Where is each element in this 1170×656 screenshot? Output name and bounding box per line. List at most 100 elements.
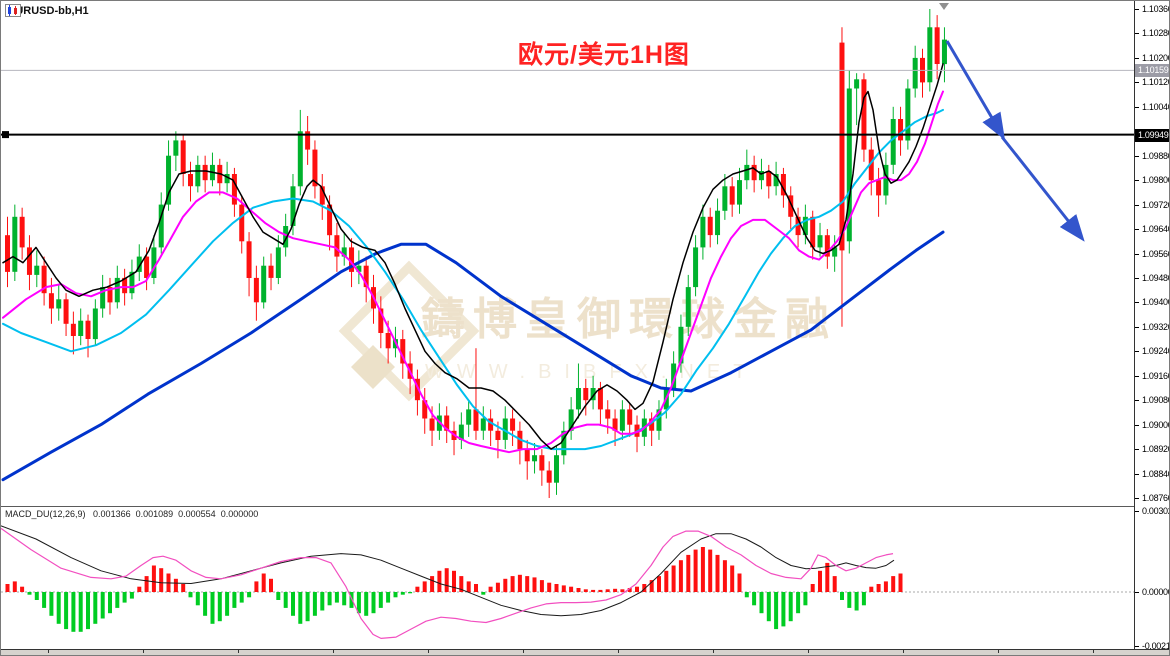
- candle-body: [166, 155, 172, 205]
- candle-body: [5, 235, 10, 272]
- forecast-arrow[interactable]: [1000, 136, 1085, 242]
- candle-body: [773, 174, 779, 187]
- candle-body: [297, 131, 303, 187]
- price-tick-label: 1.08920: [1142, 444, 1170, 454]
- macd-histogram-bar: [159, 568, 164, 592]
- macd-histogram-bar: [349, 592, 354, 608]
- macd-histogram-bar: [137, 586, 142, 592]
- candle-body: [85, 320, 91, 339]
- candle-body: [876, 180, 882, 196]
- price-axis[interactable]: 1.10360 1.10280 1.10200 1.10120 1.10040 1.098…: [1134, 1, 1170, 651]
- ma-medium-cyan: [2, 108, 944, 451]
- macd-indicator-panel[interactable]: [1, 507, 1134, 649]
- macd-axis-label: 0.003029: [1142, 506, 1169, 516]
- price-tick-label: 1.10280: [1142, 28, 1170, 38]
- axis-tick-dash: [1135, 58, 1139, 59]
- macd-histogram-bar: [847, 592, 852, 608]
- time-tick: [618, 650, 619, 653]
- candle-body: [788, 195, 794, 217]
- macd-histogram-bar: [686, 554, 691, 592]
- macd-histogram-bar: [744, 592, 749, 598]
- macd-histogram-bar: [664, 570, 669, 592]
- candle-body: [912, 57, 918, 89]
- macd-histogram-bar: [20, 586, 25, 592]
- candle-body: [671, 363, 677, 388]
- macd-histogram-bar: [422, 581, 427, 592]
- candle-body: [751, 164, 757, 181]
- macd-histogram-bar: [386, 592, 391, 603]
- candle-body: [195, 164, 201, 187]
- candle-body: [480, 418, 486, 431]
- macd-histogram-bar: [444, 568, 449, 592]
- axis-tick-dash: [1135, 156, 1139, 157]
- macd-histogram-bar: [247, 592, 252, 598]
- time-tick: [1093, 650, 1094, 653]
- macd-histogram-bar: [42, 592, 47, 608]
- macd-histogram-bar: [312, 592, 317, 616]
- candle-body: [12, 216, 18, 272]
- macd-histogram-bar: [173, 578, 178, 593]
- time-tick: [48, 650, 49, 653]
- macd-histogram-bar: [861, 592, 866, 606]
- macd-histogram-bar: [547, 582, 552, 592]
- price-tick-label: 1.08840: [1142, 469, 1170, 479]
- candle-body: [473, 409, 479, 431]
- candle-body: [136, 256, 142, 272]
- candle-body: [107, 287, 113, 303]
- candle-body: [327, 204, 333, 236]
- macd-histogram-bar: [34, 592, 39, 600]
- macd-histogram-bar: [254, 581, 259, 592]
- macd-histogram-bar: [466, 581, 471, 592]
- macd-histogram-bar: [71, 592, 76, 632]
- candle-body: [261, 265, 267, 303]
- macd-histogram-bar: [459, 576, 464, 592]
- macd-histogram-bar: [583, 589, 588, 592]
- candle-body: [546, 470, 552, 483]
- forecast-arrow[interactable]: [945, 40, 1006, 141]
- macd-histogram-bar: [437, 570, 442, 592]
- hline-price-box: 1.09949: [1135, 129, 1169, 142]
- macd-histogram-bar: [210, 592, 215, 624]
- chart-annotation-title: 欧元/美元1H图: [518, 41, 690, 69]
- macd-main-magenta: [1, 527, 894, 639]
- candle-body: [319, 186, 325, 205]
- macd-indicator-label: MACD_DU(12,26,9): [5, 509, 86, 519]
- macd-header-value: 0.001089: [135, 509, 174, 519]
- candle-body: [758, 171, 764, 181]
- axis-tick-dash: [1135, 33, 1139, 34]
- macd-histogram-bar: [605, 589, 610, 592]
- candle-body: [510, 418, 516, 431]
- candle-body: [883, 164, 889, 196]
- candle-body: [70, 323, 76, 336]
- candle-body: [678, 326, 684, 364]
- candle-body: [275, 247, 281, 278]
- macd-histogram-bar: [225, 592, 230, 616]
- candle-body: [63, 299, 69, 324]
- candle-body: [144, 256, 150, 278]
- candle-body: [78, 320, 84, 336]
- macd-histogram-bar: [415, 586, 420, 592]
- candle-body: [363, 265, 369, 288]
- candle-body: [839, 42, 845, 251]
- candle-body: [312, 149, 318, 187]
- price-chart-panel[interactable]: [1, 1, 1134, 506]
- macd-histogram-bar: [832, 576, 837, 592]
- macd-histogram-bar: [261, 573, 266, 592]
- axis-tick-dash: [1135, 449, 1139, 450]
- macd-histogram-bar: [737, 573, 742, 592]
- candle-body: [685, 287, 691, 327]
- macd-histogram-bar: [195, 592, 200, 606]
- time-axis[interactable]: [1, 649, 1169, 655]
- macd-histogram-bar: [715, 554, 720, 592]
- candle-body: [810, 216, 816, 248]
- macd-histogram-bar: [569, 586, 574, 592]
- price-tick-label: 1.09800: [1142, 175, 1170, 185]
- candle-body: [627, 409, 633, 425]
- candle-body: [707, 216, 713, 236]
- candle-body: [854, 79, 860, 89]
- macd-histogram-bar: [400, 592, 405, 595]
- macd-histogram-bar: [64, 592, 69, 630]
- macd-histogram-bar: [525, 576, 530, 592]
- hline-anchor-square[interactable]: [2, 131, 9, 139]
